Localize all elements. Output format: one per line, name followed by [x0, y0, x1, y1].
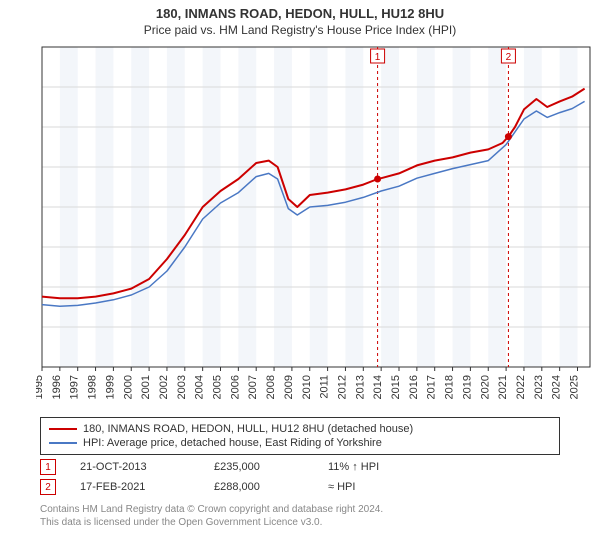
svg-text:2017: 2017 [426, 375, 438, 399]
svg-text:1999: 1999 [104, 375, 116, 399]
svg-text:2014: 2014 [372, 375, 384, 399]
line-chart: £0£50K£100K£150K£200K£250K£300K£350K£400… [36, 41, 596, 411]
svg-text:2000: 2000 [122, 375, 134, 399]
sales-list: 1 21-OCT-2013 £235,000 11% ↑ HPI 2 17-FEB-202… [0, 459, 600, 495]
sale-row: 1 21-OCT-2013 £235,000 11% ↑ HPI [40, 459, 560, 475]
chart-subtitle: Price paid vs. HM Land Registry's House … [0, 21, 600, 41]
sale-price: £235,000 [214, 461, 304, 473]
svg-text:2024: 2024 [551, 375, 563, 399]
legend-item: HPI: Average price, detached house, East… [49, 436, 551, 450]
attribution-line: Contains HM Land Registry data © Crown c… [40, 503, 560, 516]
legend-swatch [49, 442, 77, 444]
legend-item: 180, INMANS ROAD, HEDON, HULL, HU12 8HU … [49, 422, 551, 436]
svg-text:2002: 2002 [158, 375, 170, 399]
svg-text:1997: 1997 [69, 375, 81, 399]
svg-text:2018: 2018 [444, 375, 456, 399]
svg-text:2010: 2010 [301, 375, 313, 399]
legend-label: HPI: Average price, detached house, East… [83, 437, 382, 449]
sale-date: 17-FEB-2021 [80, 481, 190, 493]
svg-text:2003: 2003 [176, 375, 188, 399]
svg-text:£300K: £300K [36, 122, 37, 134]
svg-text:£100K: £100K [36, 282, 37, 294]
svg-text:2015: 2015 [390, 375, 402, 399]
svg-text:2011: 2011 [319, 375, 331, 399]
svg-text:£250K: £250K [36, 162, 37, 174]
svg-text:2022: 2022 [515, 375, 527, 399]
svg-text:2023: 2023 [533, 375, 545, 399]
sale-price: £288,000 [214, 481, 304, 493]
svg-text:1998: 1998 [87, 375, 99, 399]
svg-text:2005: 2005 [212, 375, 224, 399]
attribution: Contains HM Land Registry data © Crown c… [40, 503, 560, 529]
svg-text:2013: 2013 [354, 375, 366, 399]
legend-label: 180, INMANS ROAD, HEDON, HULL, HU12 8HU … [83, 423, 413, 435]
svg-text:1995: 1995 [36, 375, 45, 399]
svg-text:1: 1 [375, 52, 381, 63]
svg-text:2009: 2009 [283, 375, 295, 399]
sale-date: 21-OCT-2013 [80, 461, 190, 473]
svg-text:2007: 2007 [247, 375, 259, 399]
sale-marker-number: 1 [40, 459, 56, 475]
svg-text:£200K: £200K [36, 202, 37, 214]
svg-text:£400K: £400K [36, 42, 37, 54]
sale-delta: ≈ HPI [328, 481, 355, 493]
chart-area: £0£50K£100K£150K£200K£250K£300K£350K£400… [36, 41, 596, 411]
svg-text:2016: 2016 [408, 375, 420, 399]
sale-marker-number: 2 [40, 479, 56, 495]
sale-row: 2 17-FEB-2021 £288,000 ≈ HPI [40, 479, 560, 495]
svg-text:2012: 2012 [336, 375, 348, 399]
attribution-line: This data is licensed under the Open Gov… [40, 516, 560, 529]
svg-text:2021: 2021 [497, 375, 509, 399]
svg-text:2008: 2008 [265, 375, 277, 399]
legend: 180, INMANS ROAD, HEDON, HULL, HU12 8HU … [40, 417, 560, 455]
svg-text:2025: 2025 [569, 375, 581, 399]
svg-text:1996: 1996 [51, 375, 63, 399]
svg-text:£50K: £50K [36, 322, 37, 334]
svg-text:2: 2 [506, 52, 512, 63]
svg-text:£150K: £150K [36, 242, 37, 254]
svg-text:2006: 2006 [229, 375, 241, 399]
svg-text:£350K: £350K [36, 82, 37, 94]
svg-text:2001: 2001 [140, 375, 152, 399]
svg-text:2020: 2020 [479, 375, 491, 399]
chart-title: 180, INMANS ROAD, HEDON, HULL, HU12 8HU [0, 0, 600, 21]
sale-delta: 11% ↑ HPI [328, 461, 379, 473]
svg-text:2004: 2004 [194, 375, 206, 399]
svg-text:2019: 2019 [461, 375, 473, 399]
legend-swatch [49, 428, 77, 430]
